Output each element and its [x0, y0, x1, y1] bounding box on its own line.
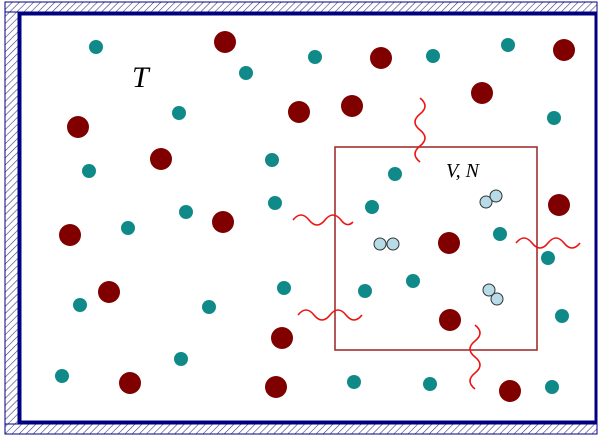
subsystem-label: V, N	[446, 160, 481, 182]
subsystem-box	[334, 146, 538, 351]
heat-exchange-waves	[292, 97, 581, 390]
particles-small	[55, 38, 569, 394]
molecules	[373, 189, 504, 306]
temperature-label: T	[132, 61, 151, 94]
reservoir-walls	[4, 1, 598, 435]
particles-large	[59, 31, 575, 402]
